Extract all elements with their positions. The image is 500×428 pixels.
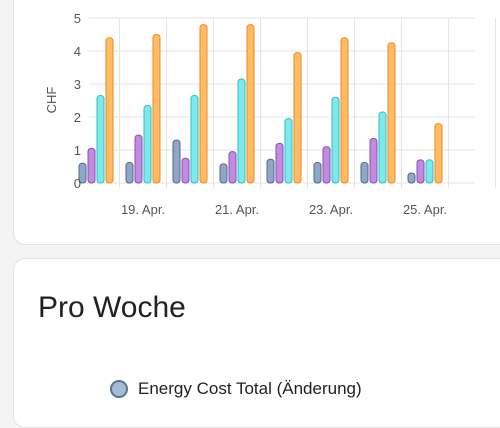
bar[interactable] [425, 159, 434, 184]
bar[interactable] [275, 142, 284, 184]
y-tick-label: 3 [74, 77, 81, 92]
bar[interactable] [219, 163, 228, 184]
legend-label: Energy Cost Total (Änderung) [138, 379, 362, 398]
x-tick-label: 21. Apr. [215, 202, 259, 217]
bar[interactable] [105, 37, 114, 184]
bar[interactable] [190, 95, 199, 184]
x-axis-ticks: 19. Apr. 21. Apr. 23. Apr. 25. Apr. [121, 202, 447, 217]
bar[interactable] [360, 162, 369, 184]
bar[interactable] [87, 147, 96, 184]
bar[interactable] [322, 146, 331, 184]
bar[interactable] [313, 162, 322, 184]
bar[interactable] [378, 111, 387, 184]
bar[interactable] [78, 162, 87, 184]
y-axis-ticks: 0 1 2 3 4 5 [74, 11, 81, 191]
y-axis-label: CHF [44, 87, 59, 114]
bar[interactable] [246, 24, 255, 184]
card-title: Pro Woche [38, 291, 186, 324]
bar[interactable] [143, 104, 152, 184]
y-tick-label: 0 [74, 176, 81, 191]
bar[interactable] [237, 78, 246, 184]
y-tick-label: 1 [74, 143, 81, 158]
y-tick-label: 4 [74, 44, 81, 59]
bar[interactable] [266, 158, 275, 184]
bar[interactable] [181, 157, 190, 184]
y-tick-label: 2 [74, 110, 81, 125]
bar[interactable] [434, 123, 443, 184]
bar[interactable] [407, 172, 416, 184]
bar[interactable] [284, 118, 293, 184]
bar[interactable] [340, 37, 349, 184]
bar[interactable] [125, 162, 134, 184]
weekly-card: Pro Woche Energy Cost Total (Änderung) [13, 258, 500, 428]
bar[interactable] [199, 24, 208, 184]
bar[interactable] [369, 137, 378, 184]
x-tick-label: 25. Apr. [403, 202, 447, 217]
x-tick-label: 19. Apr. [121, 202, 165, 217]
chart-legend[interactable]: Energy Cost Total (Änderung) [110, 379, 362, 399]
bar[interactable] [293, 52, 302, 184]
y-tick-label: 5 [74, 11, 81, 26]
bar[interactable] [152, 34, 161, 184]
daily-chart-card [13, 0, 500, 245]
bar[interactable] [331, 96, 340, 184]
bar[interactable] [416, 159, 425, 184]
bar[interactable] [134, 134, 143, 184]
chart-bars [78, 24, 443, 184]
legend-swatch-icon [110, 380, 128, 398]
bar[interactable] [172, 139, 181, 184]
bar[interactable] [96, 95, 105, 184]
bar[interactable] [387, 42, 396, 184]
bar[interactable] [228, 151, 237, 184]
x-tick-label: 23. Apr. [309, 202, 353, 217]
